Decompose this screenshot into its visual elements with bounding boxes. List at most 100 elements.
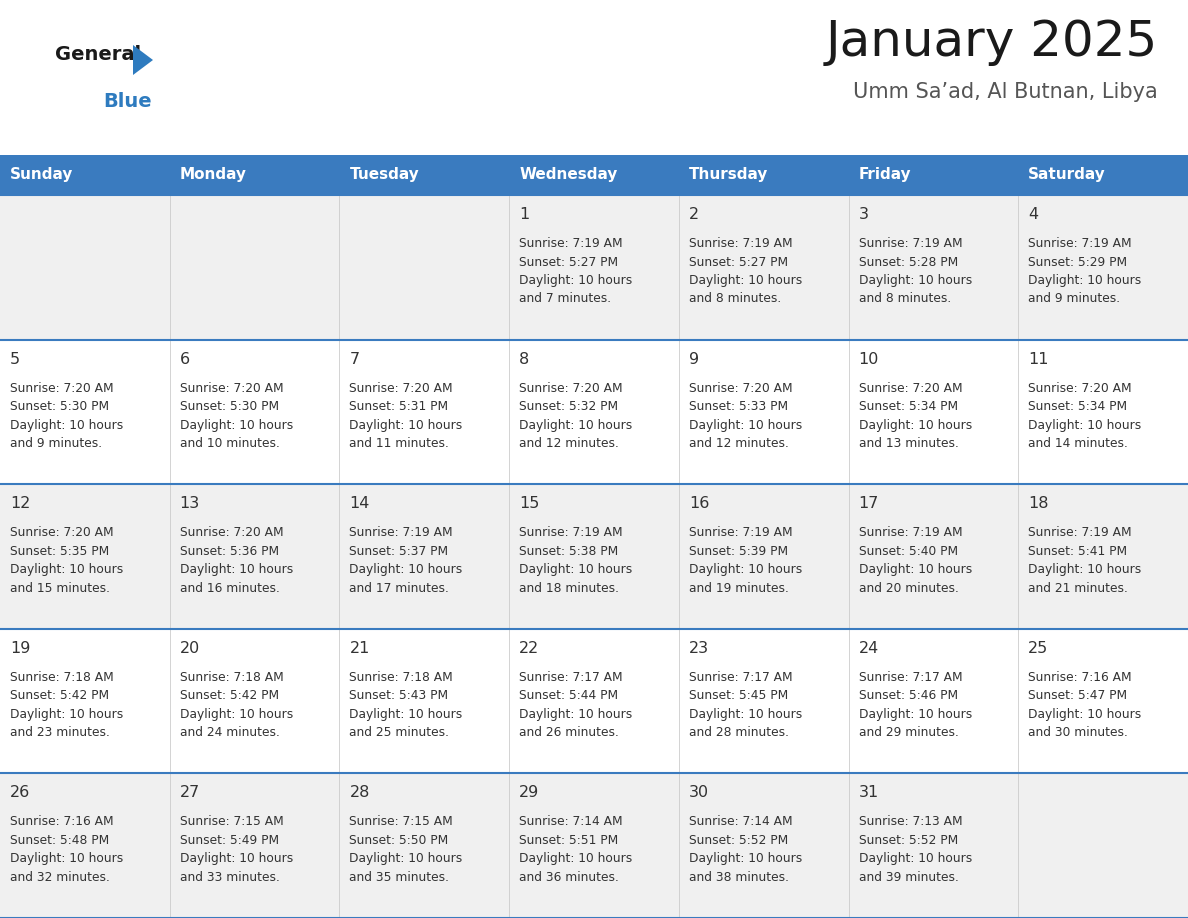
- Text: Sunrise: 7:19 AM: Sunrise: 7:19 AM: [859, 526, 962, 539]
- Text: and 38 minutes.: and 38 minutes.: [689, 871, 789, 884]
- Text: 10: 10: [859, 352, 879, 366]
- Text: Sunrise: 7:18 AM: Sunrise: 7:18 AM: [349, 671, 453, 684]
- Text: Umm Sa’ad, Al Butnan, Libya: Umm Sa’ad, Al Butnan, Libya: [853, 82, 1158, 102]
- Text: Daylight: 10 hours: Daylight: 10 hours: [689, 564, 802, 577]
- Text: Daylight: 10 hours: Daylight: 10 hours: [10, 853, 124, 866]
- Text: Daylight: 10 hours: Daylight: 10 hours: [519, 708, 632, 721]
- Text: and 30 minutes.: and 30 minutes.: [1029, 726, 1129, 739]
- Text: and 36 minutes.: and 36 minutes.: [519, 871, 619, 884]
- Text: Daylight: 10 hours: Daylight: 10 hours: [519, 853, 632, 866]
- Text: Sunset: 5:32 PM: Sunset: 5:32 PM: [519, 400, 618, 413]
- Text: 1: 1: [519, 207, 530, 222]
- Text: Daylight: 10 hours: Daylight: 10 hours: [859, 419, 972, 431]
- Text: and 33 minutes.: and 33 minutes.: [179, 871, 279, 884]
- Text: Daylight: 10 hours: Daylight: 10 hours: [519, 564, 632, 577]
- Text: and 8 minutes.: and 8 minutes.: [689, 293, 781, 306]
- Text: and 9 minutes.: and 9 minutes.: [10, 437, 102, 450]
- Text: Sunset: 5:45 PM: Sunset: 5:45 PM: [689, 689, 788, 702]
- Text: Sunset: 5:39 PM: Sunset: 5:39 PM: [689, 544, 788, 558]
- Bar: [0, 484, 1188, 629]
- Text: and 18 minutes.: and 18 minutes.: [519, 582, 619, 595]
- Text: and 39 minutes.: and 39 minutes.: [859, 871, 959, 884]
- Text: and 8 minutes.: and 8 minutes.: [859, 293, 950, 306]
- Text: Daylight: 10 hours: Daylight: 10 hours: [179, 419, 293, 431]
- Text: Sunset: 5:52 PM: Sunset: 5:52 PM: [689, 834, 788, 847]
- Text: Sunrise: 7:13 AM: Sunrise: 7:13 AM: [859, 815, 962, 828]
- Text: Daylight: 10 hours: Daylight: 10 hours: [179, 708, 293, 721]
- Text: Wednesday: Wednesday: [519, 167, 618, 183]
- Text: Daylight: 10 hours: Daylight: 10 hours: [10, 564, 124, 577]
- Text: Sunrise: 7:20 AM: Sunrise: 7:20 AM: [519, 382, 623, 395]
- Text: 8: 8: [519, 352, 530, 366]
- Text: Daylight: 10 hours: Daylight: 10 hours: [349, 564, 462, 577]
- Text: General: General: [55, 45, 141, 64]
- Text: and 10 minutes.: and 10 minutes.: [179, 437, 279, 450]
- Text: Sunset: 5:51 PM: Sunset: 5:51 PM: [519, 834, 619, 847]
- Text: Blue: Blue: [103, 92, 152, 111]
- Text: Sunrise: 7:14 AM: Sunrise: 7:14 AM: [689, 815, 792, 828]
- Text: 4: 4: [1029, 207, 1038, 222]
- Text: Sunrise: 7:19 AM: Sunrise: 7:19 AM: [519, 526, 623, 539]
- Text: 2: 2: [689, 207, 699, 222]
- Text: and 12 minutes.: and 12 minutes.: [689, 437, 789, 450]
- Text: Sunrise: 7:18 AM: Sunrise: 7:18 AM: [10, 671, 114, 684]
- Text: Sunset: 5:27 PM: Sunset: 5:27 PM: [689, 255, 788, 268]
- Text: and 9 minutes.: and 9 minutes.: [1029, 293, 1120, 306]
- Text: and 32 minutes.: and 32 minutes.: [10, 871, 109, 884]
- Text: Sunset: 5:50 PM: Sunset: 5:50 PM: [349, 834, 449, 847]
- Text: and 26 minutes.: and 26 minutes.: [519, 726, 619, 739]
- Text: and 23 minutes.: and 23 minutes.: [10, 726, 109, 739]
- Text: 19: 19: [10, 641, 31, 655]
- Bar: [0, 340, 1188, 484]
- Text: Friday: Friday: [859, 167, 911, 183]
- Text: Daylight: 10 hours: Daylight: 10 hours: [859, 853, 972, 866]
- Text: Sunset: 5:36 PM: Sunset: 5:36 PM: [179, 544, 279, 558]
- Text: Sunset: 5:52 PM: Sunset: 5:52 PM: [859, 834, 958, 847]
- Text: 26: 26: [10, 786, 30, 800]
- Text: Sunrise: 7:20 AM: Sunrise: 7:20 AM: [179, 382, 284, 395]
- Text: Daylight: 10 hours: Daylight: 10 hours: [689, 419, 802, 431]
- Text: and 25 minutes.: and 25 minutes.: [349, 726, 449, 739]
- Text: Sunset: 5:34 PM: Sunset: 5:34 PM: [1029, 400, 1127, 413]
- Text: Daylight: 10 hours: Daylight: 10 hours: [859, 708, 972, 721]
- Text: Sunset: 5:31 PM: Sunset: 5:31 PM: [349, 400, 449, 413]
- Text: and 14 minutes.: and 14 minutes.: [1029, 437, 1129, 450]
- Text: Saturday: Saturday: [1029, 167, 1106, 183]
- Text: Sunset: 5:48 PM: Sunset: 5:48 PM: [10, 834, 109, 847]
- Text: Daylight: 10 hours: Daylight: 10 hours: [349, 853, 462, 866]
- Text: 27: 27: [179, 786, 200, 800]
- Bar: [0, 773, 1188, 918]
- Text: Sunset: 5:43 PM: Sunset: 5:43 PM: [349, 689, 449, 702]
- Text: Sunset: 5:33 PM: Sunset: 5:33 PM: [689, 400, 788, 413]
- Text: Daylight: 10 hours: Daylight: 10 hours: [349, 708, 462, 721]
- Text: Sunrise: 7:20 AM: Sunrise: 7:20 AM: [349, 382, 453, 395]
- Text: 29: 29: [519, 786, 539, 800]
- Text: 21: 21: [349, 641, 369, 655]
- Text: Daylight: 10 hours: Daylight: 10 hours: [10, 708, 124, 721]
- Text: Sunset: 5:27 PM: Sunset: 5:27 PM: [519, 255, 618, 268]
- Text: and 35 minutes.: and 35 minutes.: [349, 871, 449, 884]
- Text: Sunset: 5:30 PM: Sunset: 5:30 PM: [10, 400, 109, 413]
- Text: 28: 28: [349, 786, 369, 800]
- Text: Sunset: 5:34 PM: Sunset: 5:34 PM: [859, 400, 958, 413]
- Text: 12: 12: [10, 497, 31, 511]
- Text: Sunset: 5:30 PM: Sunset: 5:30 PM: [179, 400, 279, 413]
- Text: Sunrise: 7:19 AM: Sunrise: 7:19 AM: [349, 526, 453, 539]
- Text: Daylight: 10 hours: Daylight: 10 hours: [179, 564, 293, 577]
- Text: and 12 minutes.: and 12 minutes.: [519, 437, 619, 450]
- Text: Sunrise: 7:16 AM: Sunrise: 7:16 AM: [10, 815, 114, 828]
- Text: and 7 minutes.: and 7 minutes.: [519, 293, 612, 306]
- Text: Daylight: 10 hours: Daylight: 10 hours: [10, 419, 124, 431]
- Text: and 28 minutes.: and 28 minutes.: [689, 726, 789, 739]
- Text: Sunrise: 7:19 AM: Sunrise: 7:19 AM: [1029, 526, 1132, 539]
- Text: 11: 11: [1029, 352, 1049, 366]
- Text: Sunrise: 7:19 AM: Sunrise: 7:19 AM: [689, 526, 792, 539]
- Text: 20: 20: [179, 641, 200, 655]
- Text: Sunset: 5:46 PM: Sunset: 5:46 PM: [859, 689, 958, 702]
- Text: Sunrise: 7:20 AM: Sunrise: 7:20 AM: [10, 382, 114, 395]
- Text: Sunrise: 7:20 AM: Sunrise: 7:20 AM: [179, 526, 284, 539]
- Text: Daylight: 10 hours: Daylight: 10 hours: [1029, 564, 1142, 577]
- Text: Sunrise: 7:19 AM: Sunrise: 7:19 AM: [859, 237, 962, 250]
- Text: Daylight: 10 hours: Daylight: 10 hours: [859, 274, 972, 287]
- Text: 22: 22: [519, 641, 539, 655]
